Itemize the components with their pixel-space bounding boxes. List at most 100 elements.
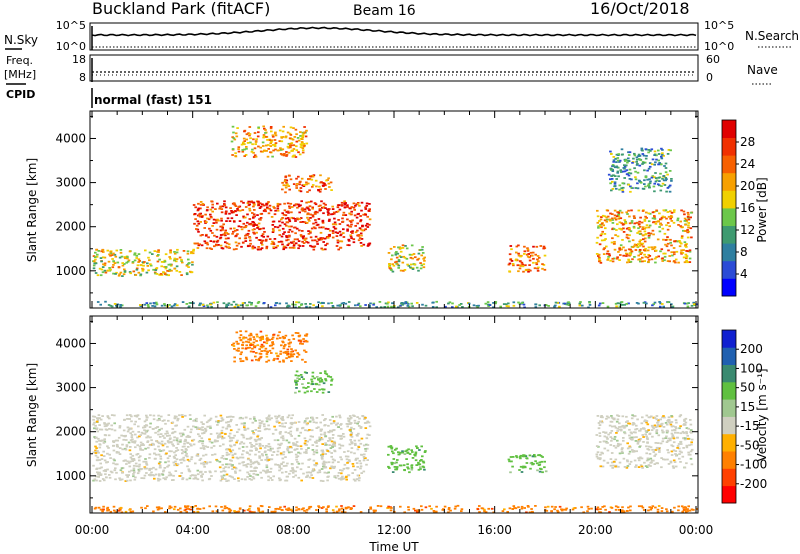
power-cell: [419, 262, 422, 264]
power-cell: [612, 228, 616, 230]
vel-cell: [354, 444, 357, 446]
power-cell: [618, 249, 622, 251]
vel-cell: [669, 423, 673, 426]
vel-cell: [326, 375, 330, 378]
power-cell: [625, 236, 629, 239]
vel-cell: [331, 509, 335, 511]
power-cell: [627, 183, 630, 186]
power-cell: [120, 255, 124, 258]
power-cell: [263, 150, 266, 152]
power-cell: [193, 222, 196, 225]
power-cell: [514, 259, 518, 262]
vel-cell: [526, 505, 530, 507]
power-cell: [637, 243, 640, 245]
power-cell: [121, 264, 125, 267]
power-cell: [337, 219, 340, 221]
power-cell: [625, 164, 628, 167]
vel-cell: [546, 505, 550, 508]
power-cell: [337, 248, 340, 251]
vel-cell: [155, 440, 158, 442]
power-cell: [142, 264, 145, 267]
vel-cell: [607, 416, 610, 419]
power-cell: [305, 183, 308, 186]
vel-cell: [239, 334, 243, 336]
vel-cell: [253, 470, 256, 472]
power-cell: [644, 215, 647, 218]
vel-cell: [340, 472, 343, 475]
power-cell: [305, 142, 309, 145]
power-cell: [659, 172, 662, 175]
vel-cell: [238, 469, 242, 472]
vel-cell: [680, 451, 683, 454]
vel-cell: [261, 445, 265, 447]
power-cell: [599, 224, 602, 226]
vel-cell: [350, 451, 353, 454]
power-cell: [272, 220, 276, 223]
vel-cell: [95, 459, 99, 462]
vel-cell: [260, 437, 263, 439]
vel-cell: [94, 451, 98, 453]
power-cell: [677, 224, 680, 226]
power-cell: [444, 305, 447, 308]
vel-cell: [530, 461, 534, 464]
power-cell: [344, 302, 348, 305]
vel-cell: [621, 452, 624, 454]
power-cell: [210, 216, 213, 219]
power-cell: [609, 182, 612, 185]
vel-cell: [607, 433, 610, 436]
power-cell: [246, 213, 249, 216]
vel-cell: [294, 381, 298, 384]
power-cell: [670, 215, 673, 217]
vel-cell: [281, 471, 284, 474]
y-tick-label: 3000: [55, 176, 86, 190]
vel-cell: [139, 434, 142, 436]
vel-cell: [295, 506, 298, 509]
vel-cell: [143, 425, 147, 427]
vel-cell: [631, 423, 635, 426]
power-cell: [643, 183, 646, 185]
vel-cell: [420, 505, 423, 508]
vel-cell: [309, 435, 313, 438]
power-cell: [630, 178, 633, 181]
power-cell: [595, 241, 599, 244]
vel-cell: [614, 508, 618, 511]
power-cell: [680, 242, 683, 245]
power-cell: [660, 157, 664, 160]
power-cell: [242, 222, 246, 225]
power-cell: [296, 218, 299, 221]
power-cell: [234, 155, 237, 157]
vel-cell: [239, 353, 243, 356]
power-cell: [629, 253, 632, 256]
power-cell: [347, 301, 351, 303]
vel-cell: [265, 466, 269, 469]
vel-cell: [208, 470, 212, 473]
vel-cell: [241, 417, 244, 420]
vel-cell: [598, 441, 602, 443]
vel-cell: [148, 453, 152, 456]
vel-cell: [671, 465, 675, 468]
vel-cell: [415, 445, 418, 448]
power-cell: [296, 206, 299, 209]
vel-cell: [255, 443, 258, 446]
power-cell: [638, 258, 641, 261]
power-cell: [356, 304, 360, 306]
power-cell: [661, 152, 664, 155]
power-cell: [301, 207, 304, 210]
vel-cell: [286, 348, 290, 351]
vel-cell: [655, 462, 659, 464]
vel-cell: [176, 449, 180, 451]
vel-cell: [690, 443, 693, 446]
power-cell: [596, 215, 600, 218]
vel-cell: [182, 456, 185, 459]
power-cell: [556, 302, 560, 304]
vel-cell: [189, 431, 193, 434]
power-cell: [156, 255, 159, 257]
vel-cell: [249, 442, 252, 444]
power-cell: [313, 239, 317, 242]
power-cell: [96, 253, 99, 256]
power-cell: [640, 221, 644, 224]
vel-cell: [672, 459, 676, 462]
power-cell: [400, 302, 403, 305]
power-cell: [296, 183, 299, 185]
vel-cell: [272, 451, 276, 453]
